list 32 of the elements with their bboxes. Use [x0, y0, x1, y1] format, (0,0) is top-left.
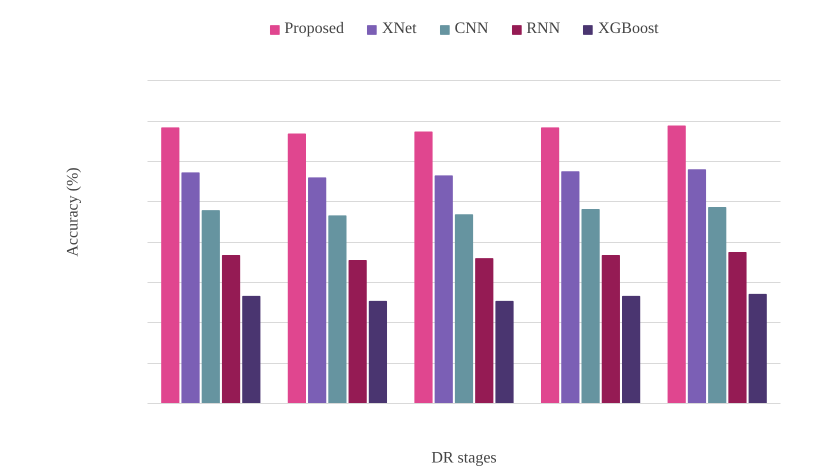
legend-label: XNet [382, 20, 417, 38]
bar [454, 214, 474, 404]
bar [708, 207, 726, 404]
bar [242, 296, 260, 404]
bar [748, 294, 767, 404]
bar [434, 175, 453, 404]
bar [161, 127, 180, 404]
legend-label: RNN [526, 20, 560, 38]
bar [308, 177, 326, 404]
bar [414, 132, 433, 404]
bar [581, 208, 600, 404]
bar [728, 252, 747, 404]
bar [561, 171, 580, 404]
x-axis-title: DR stages [431, 450, 497, 466]
bar [602, 255, 620, 404]
bar [328, 215, 347, 404]
legend-label: XGBoost [598, 20, 659, 38]
bar [688, 169, 706, 404]
bar [668, 125, 686, 404]
bar [540, 127, 560, 404]
bar [622, 296, 640, 404]
bar [202, 210, 220, 404]
legend-label: Proposed [284, 20, 344, 38]
bar [495, 300, 514, 404]
bar [288, 133, 306, 404]
bar [348, 260, 367, 404]
bar [181, 172, 200, 404]
y-axis-title: Accuracy (%) [64, 167, 82, 257]
bar [368, 300, 388, 404]
bar [475, 258, 494, 404]
legend-label: CNN [454, 20, 488, 38]
bar [222, 255, 240, 404]
